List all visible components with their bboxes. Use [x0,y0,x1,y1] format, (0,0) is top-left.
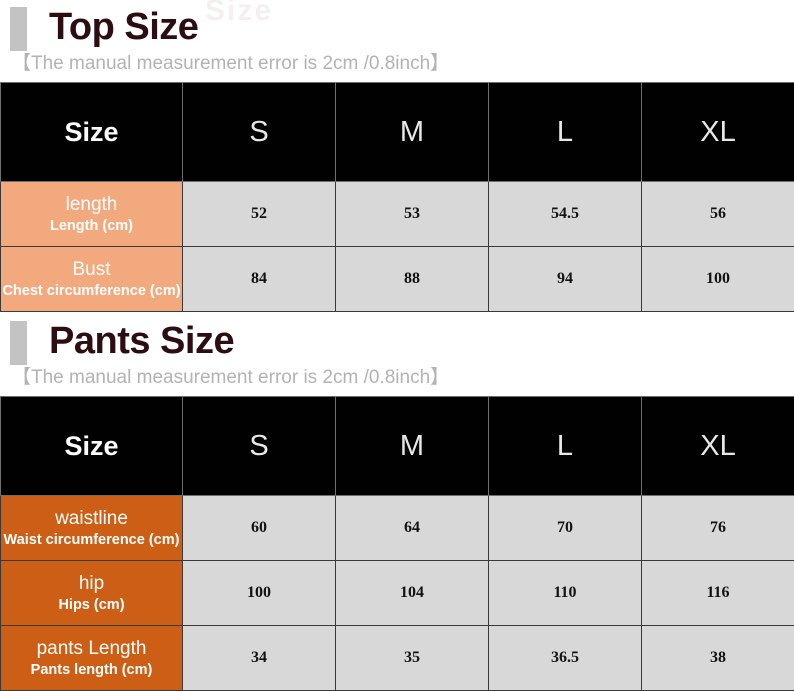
row-label-main: pants Length [36,637,147,659]
cell-bust-m: 88 [335,246,489,312]
header-cell-xl: XL [641,396,794,496]
row-label-sub: Pants length (cm) [30,661,153,678]
header-cell-s: S [182,82,336,182]
header-cell-m: M [335,396,489,496]
cell-hip-l: 110 [488,560,642,626]
top-size-title: Top Size [49,6,199,48]
header-cell-size: Size [0,396,183,496]
row-label-hip: hip Hips (cm) [0,560,183,626]
cell-hip-xl: 116 [641,560,794,626]
accent-bar-icon [10,7,27,51]
cell-length-xl: 56 [641,181,794,247]
top-size-heading: Top Size [0,4,794,51]
section-pants-size: Pants Size 【The manual measurement error… [0,312,794,691]
cell-hip-s: 100 [182,560,336,626]
header-cell-m: M [335,82,489,182]
pants-size-title: Pants Size [49,320,235,362]
row-label-length: length Length (cm) [0,181,183,247]
row-label-sub: Chest circumference (cm) [2,282,181,299]
row-label-pants-length: pants Length Pants length (cm) [0,625,183,691]
pants-size-note: 【The manual measurement error is 2cm /0.… [12,367,450,388]
top-size-note: 【The manual measurement error is 2cm /0.… [12,53,450,74]
cell-pants-length-m: 35 [335,625,489,691]
header-cell-size: Size [0,82,183,182]
cell-waistline-l: 70 [488,495,642,561]
top-size-table: Size S M L XL length Length (cm) 52 53 5… [0,82,794,312]
cell-waistline-s: 60 [182,495,336,561]
row-label-sub: Length (cm) [50,217,133,234]
row-label-bust: Bust Chest circumference (cm) [0,246,183,312]
cell-waistline-xl: 76 [641,495,794,561]
table-row: length Length (cm) 52 53 54.5 56 [0,181,794,247]
table-header-row: Size S M L XL [0,82,794,182]
cell-pants-length-s: 34 [182,625,336,691]
section-top-size: Size Top Size 【The manual measurement er… [0,0,794,312]
cell-length-l: 54.5 [488,181,642,247]
cell-length-m: 53 [335,181,489,247]
table-row: hip Hips (cm) 100 104 110 116 [0,560,794,626]
pants-size-heading: Pants Size [0,318,794,365]
cell-bust-l: 94 [488,246,642,312]
cell-pants-length-l: 36.5 [488,625,642,691]
cell-bust-s: 84 [182,246,336,312]
row-label-main: Bust [72,258,111,280]
table-row: Bust Chest circumference (cm) 84 88 94 1… [0,246,794,312]
table-row: waistline Waist circumference (cm) 60 64… [0,495,794,561]
row-label-sub: Hips (cm) [58,596,125,613]
header-cell-l: L [488,396,642,496]
accent-bar-icon [10,321,27,365]
header-cell-s: S [182,396,336,496]
cell-bust-xl: 100 [641,246,794,312]
header-cell-xl: XL [641,82,794,182]
row-label-main: hip [78,572,105,594]
row-label-waistline: waistline Waist circumference (cm) [0,495,183,561]
pants-size-table: Size S M L XL waistline Waist circumfere… [0,396,794,691]
cell-pants-length-xl: 38 [641,625,794,691]
cell-waistline-m: 64 [335,495,489,561]
cell-length-s: 52 [182,181,336,247]
row-label-main: length [65,193,118,215]
row-label-sub: Waist circumference (cm) [3,531,180,548]
header-cell-l: L [488,82,642,182]
cell-hip-m: 104 [335,560,489,626]
table-row: pants Length Pants length (cm) 34 35 36.… [0,625,794,691]
row-label-main: waistline [55,507,128,529]
table-header-row: Size S M L XL [0,396,794,496]
